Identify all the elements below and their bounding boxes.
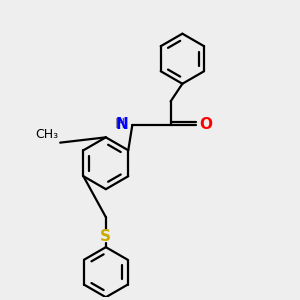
Text: N: N <box>116 118 129 133</box>
Text: O: O <box>200 118 212 133</box>
Text: S: S <box>100 230 111 244</box>
Text: CH₃: CH₃ <box>36 128 59 141</box>
Text: H: H <box>115 117 125 131</box>
